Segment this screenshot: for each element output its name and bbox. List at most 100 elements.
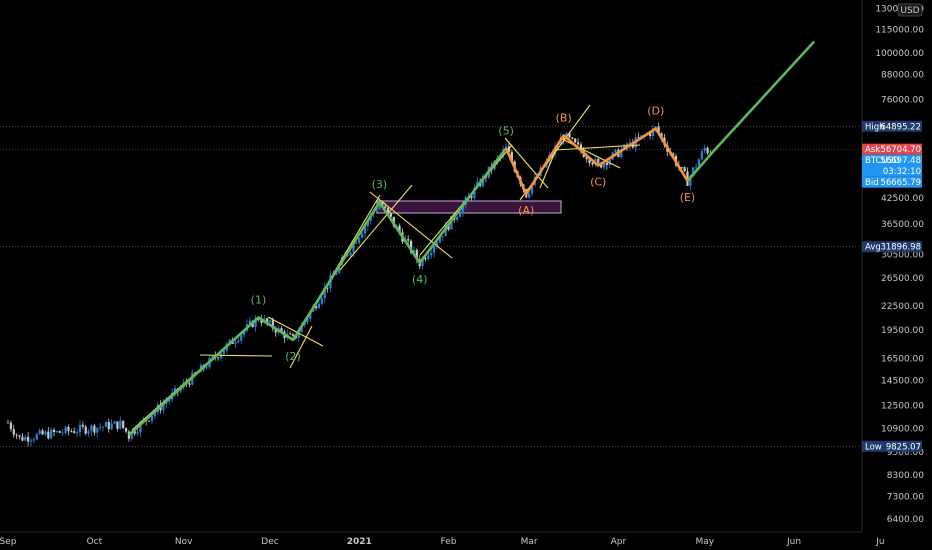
candle-body [260, 319, 263, 323]
candle-body [81, 424, 84, 427]
x-tick-label: Ju [875, 537, 884, 547]
y-tick-label: 100000.00 [875, 49, 924, 59]
candle-body [588, 159, 591, 164]
candle-body [162, 403, 165, 411]
price-tag-ask: Ask 56704.70 [862, 143, 922, 155]
candle-body [242, 330, 246, 335]
candle-body [35, 433, 38, 440]
candle-body [398, 225, 401, 233]
candle-body [240, 334, 243, 341]
price-tag-label: Low [865, 442, 882, 452]
y-tick-label: 26500.00 [881, 274, 924, 284]
candle-body [122, 420, 125, 428]
trendline [199, 354, 273, 357]
candle-body [55, 431, 59, 433]
candle-body [384, 206, 387, 208]
price-tag-value: 9825.07 [886, 442, 921, 452]
candle-body [435, 242, 439, 247]
price-tag-bg [862, 143, 922, 155]
candle-body [323, 287, 326, 299]
wave-label: (4) [412, 273, 428, 286]
candle-body [29, 440, 33, 442]
candle-body [473, 187, 476, 198]
candle-body [571, 137, 574, 139]
candle-body [73, 431, 76, 433]
candle-body [430, 252, 433, 256]
candle-body [648, 133, 652, 136]
x-tick-label: Apr [611, 537, 627, 547]
x-tick-label: Nov [175, 537, 193, 547]
candle-body [93, 425, 96, 433]
candle-body [44, 431, 47, 435]
candle-body [274, 328, 277, 333]
candle-body [692, 167, 695, 176]
price-tag-label: High [865, 122, 885, 132]
candle-body [576, 142, 580, 145]
y-tick-label: 115000.00 [875, 25, 924, 35]
candle-body [147, 420, 151, 422]
candle-body [124, 427, 128, 432]
wave-label: (A) [518, 204, 534, 217]
x-tick-label: Jun [786, 537, 801, 547]
elliott-waves [128, 40, 816, 436]
candle-body [421, 258, 424, 267]
price-tag-label: Bid [865, 178, 879, 188]
candle-body [280, 328, 283, 332]
candle-body [703, 147, 706, 152]
x-tick-label: Sep [0, 537, 17, 547]
candle-body [291, 334, 295, 336]
wave-label: (C) [590, 175, 606, 188]
candle-body [447, 224, 450, 230]
candle-body [38, 430, 41, 434]
time-axis[interactable]: Sep Oct Nov Dec 2021 Feb Mar Apr May Jun Ju [0, 531, 885, 547]
price-tag-value: 31896.98 [880, 243, 921, 253]
candle-body [130, 431, 133, 439]
candle-body [352, 243, 355, 253]
candle-body [75, 432, 79, 434]
price-tag-value: 56665.79 [880, 178, 921, 188]
candle-body [268, 320, 272, 323]
y-tick-label: 7300.00 [887, 493, 924, 503]
candle-body [461, 204, 465, 214]
candle-body [119, 420, 122, 429]
candle-body [101, 426, 105, 428]
candle-body [173, 388, 177, 393]
candle-body [574, 138, 577, 143]
candle-body [337, 265, 341, 273]
candle-body [127, 437, 131, 439]
candle-body [266, 318, 269, 323]
wave-label: (5) [498, 124, 514, 137]
candle-body [605, 162, 608, 166]
candle-body [424, 258, 427, 260]
candle-body [683, 167, 686, 172]
candle-body [237, 340, 240, 343]
candle-body [375, 209, 378, 212]
candle-body [614, 149, 617, 153]
trendline [267, 316, 324, 347]
y-tick-label: 76000.00 [881, 96, 924, 106]
candle-body [470, 196, 473, 198]
price-tag-label: Ask [865, 145, 880, 155]
candle-body [27, 436, 30, 442]
wave-label: (B) [556, 111, 572, 124]
candlesticks [6, 122, 712, 447]
candle-body [346, 255, 349, 257]
candle-body [415, 250, 418, 260]
candle-body [510, 151, 513, 162]
candle-body [107, 422, 110, 430]
candle-body [528, 193, 531, 198]
currency-badge-box [897, 3, 923, 17]
candle-body [363, 225, 367, 234]
candle-body [12, 429, 15, 435]
candle-body [441, 236, 444, 238]
candle-body [585, 157, 588, 160]
candle-body [136, 432, 139, 434]
candle-body [222, 350, 226, 355]
y-tick-label: 19500.00 [881, 326, 924, 336]
candle-body [392, 216, 395, 226]
candle-body [110, 423, 113, 430]
candle-body [15, 434, 18, 436]
candle-body [412, 250, 416, 253]
corrective-wave-path [504, 127, 689, 196]
candle-body [104, 422, 107, 427]
